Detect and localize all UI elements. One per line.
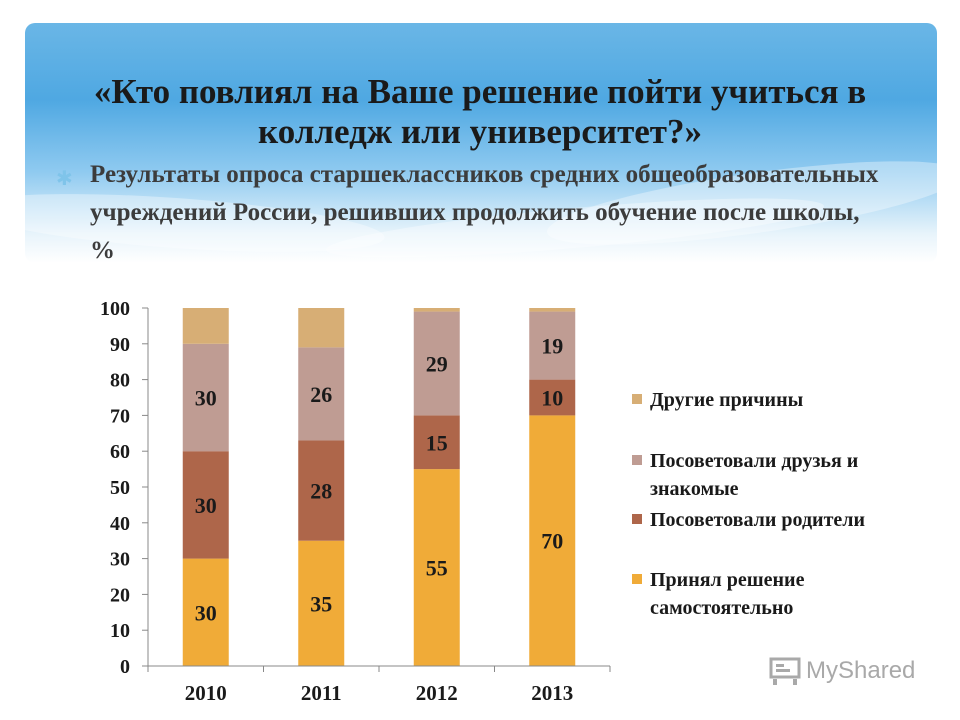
legend-swatch: [632, 455, 642, 465]
slide-title: «Кто повлиял на Ваше решение пойти учить…: [93, 72, 867, 151]
bar-segment: [413, 311, 460, 416]
bar-value-label: 10: [541, 386, 563, 411]
bar-value-label: 15: [426, 430, 448, 455]
bar-value-label: 55: [426, 556, 448, 581]
bar-value-label: 70: [541, 529, 563, 554]
bar-segment: [529, 308, 576, 312]
bar-value-label: 19: [541, 334, 563, 359]
watermark-text: MyShared: [806, 657, 916, 684]
legend-item: Принял решение самостоятельно: [632, 566, 932, 622]
header-banner: [25, 23, 937, 263]
y-tick-label: 10: [110, 620, 130, 642]
legend-label: Посоветовали родители: [650, 509, 866, 531]
legend-item: Посоветовали родители: [632, 506, 932, 534]
legend-label: Посоветовали друзья и знакомые: [650, 450, 859, 500]
y-tick-label: 100: [100, 298, 130, 320]
watermark: MyShared: [768, 656, 915, 686]
legend-item: Другие причины: [632, 386, 932, 414]
y-tick-label: 20: [110, 584, 130, 606]
y-tick-label: 30: [110, 549, 130, 571]
y-axis: 0 10 20 30 40 50 60 70 80 90 100: [100, 298, 149, 678]
bar-value-label: 28: [310, 479, 332, 504]
bar-value-label: 30: [195, 493, 217, 518]
slide-subtitle: Результаты опроса старшеклассников средн…: [90, 161, 879, 264]
y-tick-label: 90: [110, 334, 130, 356]
y-tick-label: 50: [110, 477, 130, 499]
classroom-board-icon: [769, 657, 801, 685]
y-tick-label: 40: [110, 513, 130, 535]
asterisk-bullet-icon: ✱: [56, 168, 73, 190]
bar-segment: [529, 311, 576, 380]
y-tick-label: 60: [110, 441, 130, 463]
x-tick-label: 2010: [185, 681, 227, 705]
bar-segment: [182, 343, 229, 452]
bar-value-label: 30: [195, 600, 217, 625]
bar-segment: [182, 308, 229, 344]
bar-labels: 30 30 30 35 28 26 55 15 29 70 10 19: [195, 334, 564, 626]
bar-segment: [298, 540, 345, 666]
x-tick-label: 2012: [416, 681, 458, 705]
bar-segment: [182, 451, 229, 559]
legend-swatch: [632, 514, 642, 524]
legend-label: Принял решение самостоятельно: [650, 569, 805, 619]
bar-segment: [413, 308, 460, 312]
bar-segment: [413, 469, 460, 666]
legend-label: Другие причины: [650, 389, 804, 411]
legend-swatch: [632, 394, 642, 404]
legend-swatch: [632, 574, 642, 584]
bar-value-label: 26: [310, 382, 332, 407]
x-axis: 2010 2011 2012 2013: [147, 665, 611, 705]
y-tick-label: 0: [120, 656, 130, 678]
bar-value-label: 29: [426, 351, 448, 376]
bar-segment: [182, 558, 229, 666]
bar-segment: [298, 440, 345, 541]
legend-item: Посоветовали друзья и знакомые: [632, 447, 932, 503]
y-tick-label: 80: [110, 370, 130, 392]
y-tick-label: 70: [110, 405, 130, 427]
bar-segment: [413, 415, 460, 470]
bar-segment: [298, 308, 345, 348]
bar-segment: [529, 379, 576, 416]
bar-segment: [298, 347, 345, 441]
bars: [182, 308, 576, 666]
bar-value-label: 35: [310, 591, 332, 616]
x-tick-label: 2011: [301, 681, 342, 705]
bar-value-label: 30: [195, 386, 217, 411]
bar-segment: [529, 415, 576, 666]
x-tick-label: 2013: [531, 681, 573, 705]
